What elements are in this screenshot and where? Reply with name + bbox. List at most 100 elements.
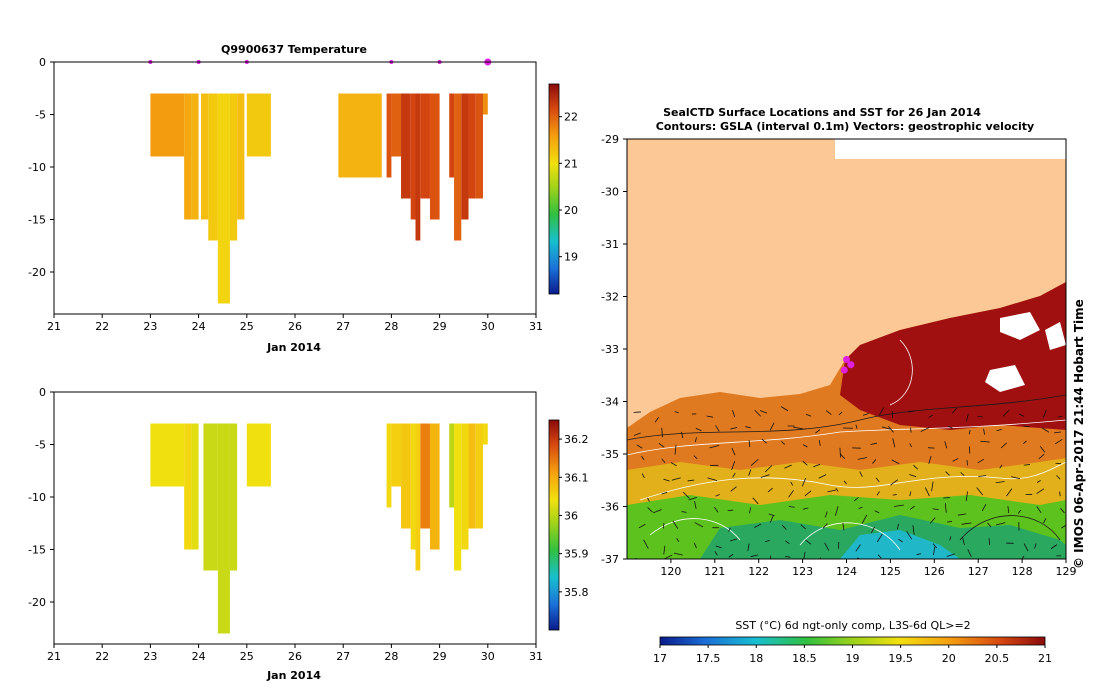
velocity-vector bbox=[892, 438, 896, 448]
velocity-vector bbox=[802, 444, 808, 448]
map-y-tick-label: -35 bbox=[601, 448, 619, 461]
velocity-vector bbox=[910, 427, 912, 433]
velocity-vector bbox=[633, 432, 641, 436]
velocity-vector bbox=[968, 429, 971, 435]
gsla-contour bbox=[627, 419, 1066, 456]
velocity-vector bbox=[960, 472, 965, 476]
gsla-contour bbox=[799, 522, 901, 551]
velocity-vector bbox=[996, 429, 1002, 432]
profile-bar bbox=[461, 423, 469, 550]
velocity-vector bbox=[1019, 413, 1025, 417]
profile-bar bbox=[150, 93, 185, 157]
velocity-vector bbox=[861, 514, 868, 524]
velocity-vector bbox=[844, 560, 851, 561]
velocity-vector bbox=[840, 453, 846, 460]
velocity-vector bbox=[843, 480, 847, 485]
velocity-vector bbox=[898, 538, 903, 543]
velocity-vector bbox=[930, 517, 936, 524]
x-tick-label: 31 bbox=[529, 650, 543, 663]
salinity-x-label: Jan 2014 bbox=[266, 669, 321, 682]
velocity-vector bbox=[1060, 507, 1065, 514]
profile-bar bbox=[203, 423, 218, 571]
velocity-vector bbox=[813, 463, 821, 468]
velocity-vector bbox=[654, 417, 659, 423]
velocity-vector bbox=[933, 546, 936, 556]
velocity-vector bbox=[928, 414, 933, 418]
velocity-vector bbox=[980, 440, 990, 443]
velocity-vector bbox=[714, 550, 718, 556]
map-colorbar-tick-label: 18.5 bbox=[792, 652, 817, 665]
x-tick-label: 27 bbox=[336, 650, 350, 663]
velocity-vector bbox=[909, 443, 912, 448]
velocity-vector bbox=[987, 522, 992, 528]
velocity-vector bbox=[881, 426, 891, 430]
map-x-tick-label: 123 bbox=[792, 565, 813, 578]
y-tick-label: -10 bbox=[28, 161, 46, 174]
velocity-vectors bbox=[633, 406, 1066, 561]
velocity-vector bbox=[754, 409, 761, 417]
velocity-vector bbox=[1011, 476, 1021, 480]
velocity-vector bbox=[764, 540, 770, 543]
velocity-vector bbox=[694, 501, 697, 509]
ocean-cold-patch bbox=[840, 530, 960, 559]
velocity-vector bbox=[870, 442, 878, 445]
map-colorbar-tick-label: 18 bbox=[749, 652, 763, 665]
velocity-vector bbox=[1041, 427, 1050, 433]
velocity-vector bbox=[1042, 409, 1047, 418]
velocity-vector bbox=[891, 459, 900, 465]
velocity-vector bbox=[768, 513, 775, 517]
velocity-vector bbox=[879, 407, 885, 415]
profile-bar bbox=[415, 423, 421, 571]
x-tick-label: 31 bbox=[529, 320, 543, 333]
colorbar-tick-label: 36.1 bbox=[564, 471, 589, 484]
velocity-vector bbox=[750, 554, 759, 558]
velocity-vector bbox=[876, 491, 880, 496]
y-tick-label: -20 bbox=[28, 266, 46, 279]
colorbar-tick-label: 36.2 bbox=[564, 433, 589, 446]
map-x-tick-label: 124 bbox=[836, 565, 857, 578]
profile-bar bbox=[461, 93, 469, 220]
velocity-vector bbox=[767, 487, 773, 493]
x-tick-label: 30 bbox=[481, 320, 495, 333]
velocity-vector bbox=[673, 552, 683, 556]
velocity-vector bbox=[671, 477, 681, 481]
map-colorbar-tick-label: 17 bbox=[653, 652, 667, 665]
velocity-vector bbox=[877, 554, 882, 559]
velocity-vector bbox=[785, 540, 790, 544]
velocity-vector bbox=[714, 506, 719, 513]
velocity-vector bbox=[695, 428, 702, 432]
map-y-tick-label: -37 bbox=[601, 553, 619, 566]
x-tick-label: 21 bbox=[47, 650, 61, 663]
profile-bar bbox=[475, 423, 483, 529]
velocity-vector bbox=[1043, 518, 1047, 524]
velocity-vector bbox=[761, 438, 767, 444]
velocity-vector bbox=[912, 525, 915, 535]
velocity-vector bbox=[727, 509, 734, 512]
x-tick-label: 28 bbox=[384, 650, 398, 663]
x-tick-label: 26 bbox=[288, 650, 302, 663]
velocity-vector bbox=[641, 473, 645, 479]
profile-bar bbox=[401, 423, 411, 529]
colorbar-tick-label: 22 bbox=[564, 111, 578, 124]
y-tick-label: -15 bbox=[28, 544, 46, 557]
velocity-vector bbox=[694, 437, 697, 443]
profile-bar bbox=[468, 93, 476, 199]
velocity-vector bbox=[647, 497, 650, 502]
profile-bar bbox=[482, 93, 488, 115]
profile-bar bbox=[454, 423, 462, 571]
velocity-vector bbox=[748, 440, 751, 448]
velocity-vector bbox=[896, 523, 899, 530]
sealctd-location-marker bbox=[840, 366, 848, 374]
salinity-colorbar-ticks: 36.2 36.1 36 35.9 35.8 bbox=[559, 433, 589, 599]
velocity-vector bbox=[661, 491, 668, 495]
velocity-vector bbox=[790, 481, 794, 486]
velocity-vector bbox=[728, 527, 731, 532]
profile-bar bbox=[401, 93, 411, 199]
velocity-vector bbox=[1021, 555, 1025, 559]
velocity-vector bbox=[670, 462, 677, 467]
x-tick-label: 24 bbox=[192, 650, 206, 663]
velocity-vector bbox=[858, 506, 863, 509]
velocity-vector bbox=[745, 426, 751, 429]
velocity-vector bbox=[674, 411, 679, 414]
